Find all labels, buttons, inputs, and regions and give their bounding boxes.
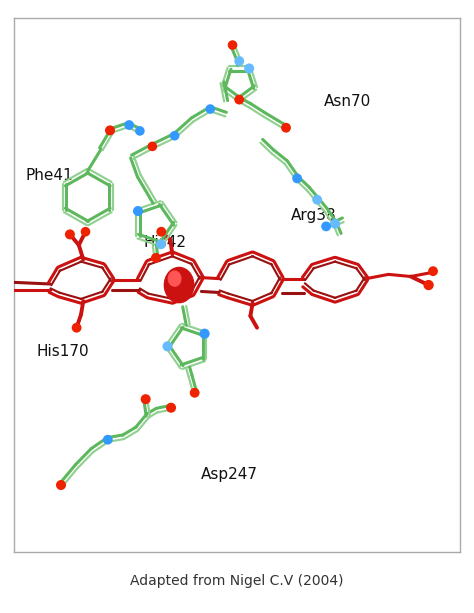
Point xyxy=(73,323,81,333)
Point xyxy=(246,64,253,74)
Text: His42: His42 xyxy=(144,235,186,250)
Point xyxy=(191,388,199,398)
Point xyxy=(126,120,133,130)
Point xyxy=(66,229,73,239)
Point xyxy=(157,227,165,237)
Point xyxy=(136,126,144,136)
Point xyxy=(171,131,178,140)
Point xyxy=(293,173,301,183)
Point xyxy=(167,403,175,413)
Point xyxy=(148,142,156,151)
Text: Asp247: Asp247 xyxy=(201,467,258,482)
Point xyxy=(157,239,164,249)
Point xyxy=(229,40,237,50)
Circle shape xyxy=(168,271,181,286)
Point xyxy=(106,126,114,135)
Text: Adapted from Nigel C.V (2004): Adapted from Nigel C.V (2004) xyxy=(130,574,344,588)
Point xyxy=(429,266,437,276)
Circle shape xyxy=(164,267,194,303)
Point xyxy=(236,56,243,66)
Point xyxy=(282,123,290,132)
Point xyxy=(82,227,89,237)
Point xyxy=(322,221,330,231)
Text: Asn70: Asn70 xyxy=(324,94,371,109)
Text: His170: His170 xyxy=(36,345,89,359)
Point xyxy=(236,95,243,105)
Point xyxy=(201,329,209,338)
Text: Arg38: Arg38 xyxy=(291,208,336,223)
Point xyxy=(152,253,160,263)
Point xyxy=(164,341,171,351)
Point xyxy=(57,480,65,490)
Point xyxy=(207,104,214,114)
Point xyxy=(331,219,339,229)
Point xyxy=(104,435,111,444)
Point xyxy=(425,280,432,290)
Point xyxy=(134,206,142,216)
Text: Phe41: Phe41 xyxy=(25,168,73,183)
Point xyxy=(142,394,149,404)
Point xyxy=(313,195,321,205)
